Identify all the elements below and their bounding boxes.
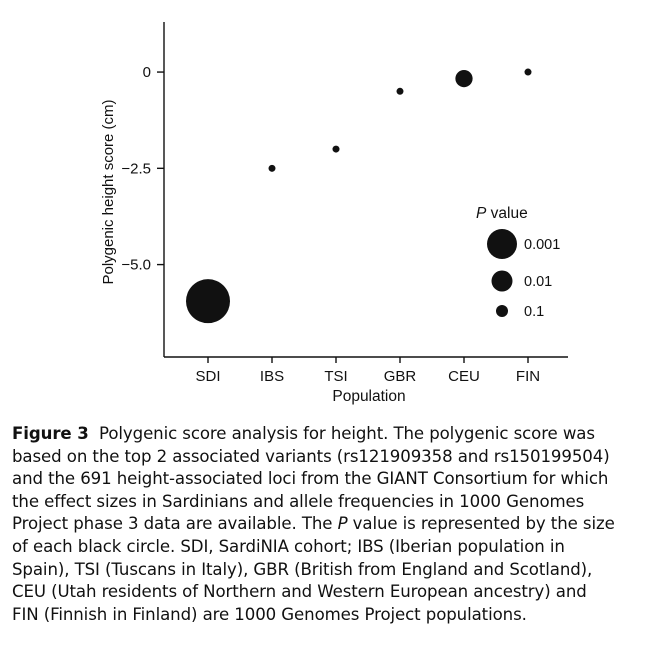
caption-line-5-post: value is represented by the size <box>347 514 615 534</box>
legend-label: 0.001 <box>524 237 560 253</box>
point-gbr <box>396 87 404 95</box>
legend-marker-small <box>496 305 508 317</box>
legend-label: 0.1 <box>524 304 544 320</box>
caption-line-6: of each black circle. SDI, SardiNIA coho… <box>12 536 565 556</box>
x-tick-label-sdi: SDI <box>195 368 220 385</box>
point-tsi <box>332 145 340 153</box>
caption-line-5: Project phase 3 data are available. The … <box>12 513 664 536</box>
x-tick-label-ibs: IBS <box>260 368 284 385</box>
figure-label: Figure 3 <box>12 424 89 443</box>
y-tick-label: −2.5 <box>121 160 151 177</box>
x-tick-label-gbr: GBR <box>384 368 417 385</box>
caption-line-7: Spain), TSI (Tuscans in Italy), GBR (Bri… <box>12 559 593 579</box>
point-sdi <box>186 279 230 324</box>
x-ticks: SDI IBS TSI GBR CEU FIN <box>195 357 540 385</box>
x-tick-label-ceu: CEU <box>448 368 480 385</box>
legend-marker-medium <box>491 270 513 292</box>
legend-marker-large <box>487 229 517 259</box>
caption-line-8: CEU (Utah residents of Northern and West… <box>12 582 587 602</box>
caption-line-4: the effect sizes in Sardinians and allel… <box>12 491 585 511</box>
caption-line-1: Figure 3 Polygenic score analysis for he… <box>12 423 664 446</box>
axes <box>163 22 568 358</box>
legend: P value 0.001 0.01 0.1 <box>476 205 560 320</box>
legend-title: P value <box>476 205 528 222</box>
point-fin <box>524 68 532 76</box>
caption-line-1-rest: Polygenic score analysis for height. The… <box>88 424 595 443</box>
caption-line-3: and the 691 height-associated loci from … <box>12 469 609 489</box>
point-ibs <box>268 164 276 172</box>
legend-entries: 0.001 0.01 0.1 <box>487 229 560 320</box>
caption-line-9: FIN (Finnish in Finland) are 1000 Genome… <box>12 604 527 624</box>
caption-line-2: based on the top 2 associated variants (… <box>12 446 610 466</box>
x-tick-label-fin: FIN <box>516 368 540 385</box>
y-tick-label: −5.0 <box>121 257 151 274</box>
caption-line-5-italic: P <box>337 514 348 534</box>
caption-line-5-pre: Project phase 3 data are available. The <box>12 514 338 534</box>
y-ticks: 0 −2.5 −5.0 <box>121 64 164 274</box>
point-ceu <box>455 70 473 88</box>
legend-title-italic: P <box>476 205 487 222</box>
legend-label: 0.01 <box>524 274 552 290</box>
x-axis-label: Population <box>332 388 405 405</box>
x-tick-label-tsi: TSI <box>324 368 347 385</box>
scatter-chart: 0−2.5−5.0 SDI IBS TSI GBR CEU FIN Population … <box>100 22 568 405</box>
data-points <box>186 68 532 324</box>
figure-caption: Figure 3 Polygenic score analysis for he… <box>12 423 664 626</box>
y-axis-label: Polygenic height score (cm) <box>100 99 117 284</box>
legend-title-rest: value <box>486 205 527 222</box>
y-tick-label: 0 <box>143 64 151 81</box>
